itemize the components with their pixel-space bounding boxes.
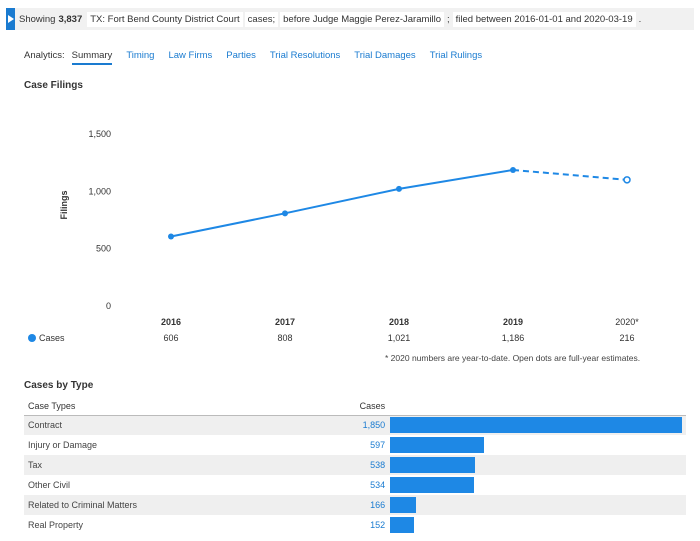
x-tick-label: 2020* <box>615 317 639 327</box>
value-label: 1,186 <box>502 333 525 343</box>
value-label: 216 <box>619 333 634 343</box>
case-type-bar[interactable] <box>390 517 415 533</box>
bar-cell <box>388 415 686 435</box>
tab-summary[interactable]: Summary <box>71 50 113 65</box>
case-filings-title: Case Filings <box>24 80 83 91</box>
case-types-header: Case Types <box>24 398 340 416</box>
case-count: 3,837 <box>58 13 83 25</box>
case-type-name: Tax <box>24 455 340 475</box>
tab-law-firms[interactable]: Law Firms <box>168 50 213 61</box>
caret-right-icon <box>7 15 14 23</box>
y-axis-title: Filings <box>59 191 69 220</box>
analytics-tabs: Analytics: Summary Timing Law Firms Part… <box>24 50 496 65</box>
table-row: Related to Criminal Matters 166 <box>24 495 686 515</box>
data-point <box>396 185 402 192</box>
legend-label-cases: Cases <box>39 333 65 343</box>
y-tick-label: 0 <box>106 301 111 311</box>
bar-header <box>388 398 686 416</box>
bar-cell <box>388 435 686 455</box>
data-point-estimate <box>623 176 631 184</box>
table-row: Real Property 152 <box>24 515 686 535</box>
value-label: 606 <box>163 333 178 343</box>
series-line-estimate <box>512 168 628 181</box>
case-type-bar[interactable] <box>390 497 417 513</box>
y-tick-label: 1,000 <box>88 186 111 196</box>
table-row: Contract 1,850 <box>24 415 686 435</box>
case-count-link[interactable]: 166 <box>339 495 389 515</box>
case-type-name: Contract <box>24 415 340 435</box>
filter-period: . <box>638 13 642 25</box>
chart-footnote: * 2020 numbers are year-to-date. Open do… <box>385 353 641 363</box>
cases-by-type-title: Cases by Type <box>24 380 94 391</box>
case-type-bar[interactable] <box>390 417 683 434</box>
bar-cell <box>388 455 686 475</box>
x-tick-label: 2016 <box>161 317 181 327</box>
tab-parties[interactable]: Parties <box>226 50 256 61</box>
case-type-name: Real Property <box>28 520 84 530</box>
x-tick-label: 2018 <box>389 317 409 327</box>
case-type-bar[interactable] <box>390 477 475 493</box>
tab-trial-rulings[interactable]: Trial Rulings <box>429 50 483 61</box>
cases-word: cases; <box>244 11 279 27</box>
court-filter-chip[interactable]: TX: Fort Bend County District Court <box>87 11 243 27</box>
bar-cell <box>388 495 686 515</box>
filter-bar: Showing 3,837 TX: Fort Bend County Distr… <box>6 8 694 30</box>
data-point <box>510 166 516 173</box>
analytics-label: Analytics: <box>24 50 65 61</box>
filter-prefix: Showing <box>19 13 56 25</box>
case-count-link[interactable]: 597 <box>370 440 386 450</box>
table-header-row: Case Types Cases <box>24 398 686 416</box>
tab-timing[interactable]: Timing <box>126 50 155 61</box>
legend-swatch-cases <box>28 334 36 342</box>
data-point <box>168 233 174 240</box>
tab-trial-resolutions[interactable]: Trial Resolutions <box>269 50 341 61</box>
case-type-name: Injury or Damage <box>28 440 98 450</box>
case-type-name: Related to Criminal Matters <box>24 495 340 515</box>
date-filter-chip[interactable]: filed between 2016-01-01 and 2020-03-19 <box>452 11 636 27</box>
table-row: Injury or Damage 597 <box>24 435 686 455</box>
series-line-cases <box>170 168 514 238</box>
table-row: Other Civil 534 <box>24 475 686 495</box>
expand-filter-toggle[interactable] <box>6 8 15 30</box>
case-count-link[interactable]: 534 <box>370 480 386 490</box>
data-point <box>282 210 288 217</box>
tab-trial-damages[interactable]: Trial Damages <box>354 50 416 61</box>
x-tick-label: 2019 <box>503 317 523 327</box>
judge-filter-chip[interactable]: before Judge Maggie Perez-Jaramillo <box>280 11 445 27</box>
y-tick-label: 1,500 <box>88 129 111 139</box>
case-type-bar[interactable] <box>390 437 485 453</box>
case-count-link[interactable]: 538 <box>339 455 389 475</box>
bar-cell <box>388 515 686 535</box>
case-type-name: Other Civil <box>28 480 71 490</box>
x-tick-label: 2017 <box>275 317 295 327</box>
table-row: Tax 538 <box>24 455 686 475</box>
case-count-link[interactable]: 152 <box>370 520 386 530</box>
bar-cell <box>388 475 686 495</box>
value-label: 808 <box>277 333 292 343</box>
case-type-bar[interactable] <box>390 457 476 473</box>
y-tick-label: 500 <box>96 244 111 254</box>
value-label: 1,021 <box>388 333 411 343</box>
cases-header: Cases <box>339 398 389 416</box>
cases-by-type-table: Case Types Cases Contract 1,850 Injury or … <box>24 398 686 535</box>
filter-separator: ; <box>447 13 450 25</box>
case-count-link[interactable]: 1,850 <box>339 415 389 435</box>
